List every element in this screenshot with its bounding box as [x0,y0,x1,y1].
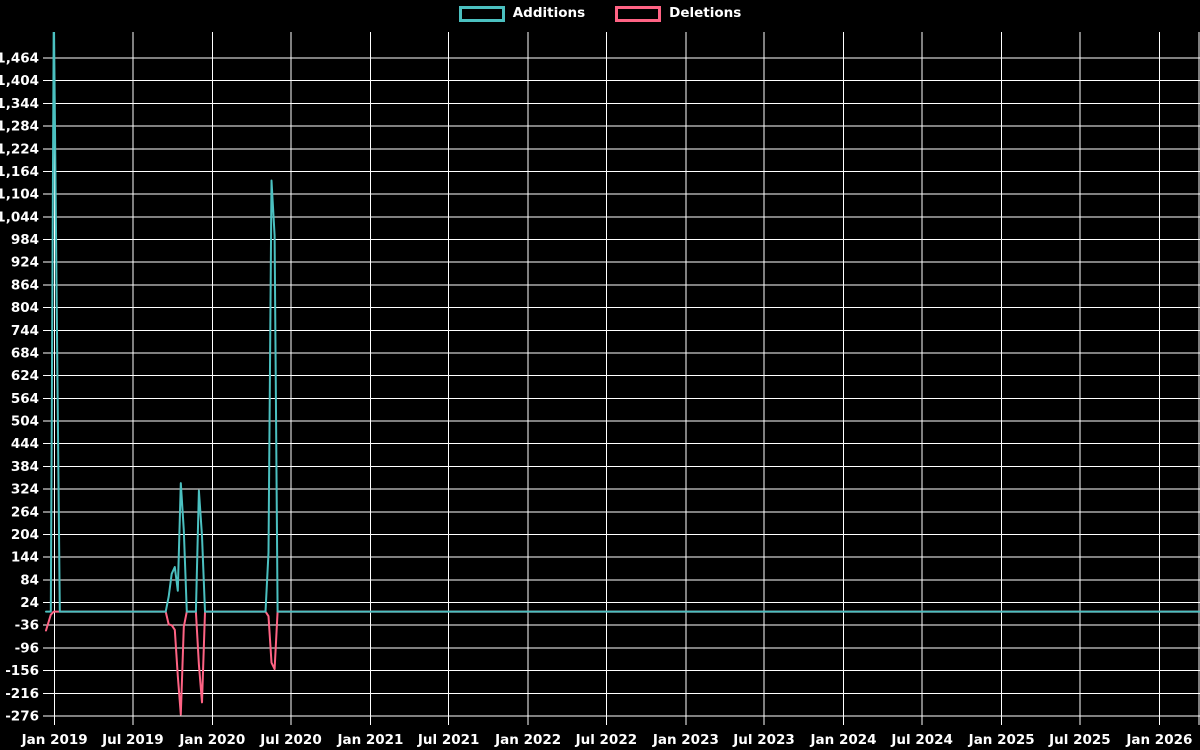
svg-text:204: 204 [11,527,39,543]
svg-text:564: 564 [11,391,39,407]
svg-text:804: 804 [11,300,39,316]
svg-text:924: 924 [11,255,39,271]
legend-item-additions[interactable]: Additions [458,5,586,22]
svg-text:Jan 2020: Jan 2020 [178,732,245,748]
legend-label-additions: Additions [512,5,586,22]
svg-text:864: 864 [11,277,39,293]
svg-text:Jan 2024: Jan 2024 [810,732,877,748]
svg-text:984: 984 [11,232,39,248]
svg-text:Jul 2020: Jul 2020 [259,732,322,748]
svg-text:-96: -96 [15,640,39,656]
svg-text:Jan 2023: Jan 2023 [652,732,719,748]
chart-legend: Additions Deletions [0,6,1200,22]
svg-text:Jan 2026: Jan 2026 [1125,732,1192,748]
deletions-swatch-icon [615,6,662,22]
svg-text:624: 624 [11,368,39,384]
svg-text:1,164: 1,164 [0,164,39,180]
svg-text:Jul 2022: Jul 2022 [575,732,638,748]
svg-text:Jul 2025: Jul 2025 [1048,732,1111,748]
svg-text:24: 24 [20,595,39,611]
svg-text:1,344: 1,344 [0,96,39,112]
legend-label-deletions: Deletions [669,5,742,22]
svg-text:744: 744 [11,323,39,339]
svg-text:1,104: 1,104 [0,187,39,203]
svg-text:-276: -276 [5,709,39,725]
svg-text:-216: -216 [5,686,39,702]
svg-text:264: 264 [11,504,39,520]
svg-text:-156: -156 [5,663,39,679]
legend-item-deletions[interactable]: Deletions [615,6,741,22]
svg-text:384: 384 [11,459,39,475]
svg-text:1,224: 1,224 [0,141,39,157]
svg-text:Jan 2022: Jan 2022 [494,732,561,748]
svg-text:144: 144 [11,550,39,566]
additions-swatch-icon [458,6,505,22]
svg-text:Jul 2019: Jul 2019 [101,732,164,748]
svg-text:684: 684 [11,345,39,361]
svg-text:1,044: 1,044 [0,209,39,225]
svg-text:Jul 2024: Jul 2024 [890,732,953,748]
svg-text:-36: -36 [15,618,39,634]
svg-text:1,404: 1,404 [0,73,39,89]
svg-text:Jan 2019: Jan 2019 [21,732,88,748]
svg-text:Jan 2021: Jan 2021 [336,732,403,748]
svg-text:444: 444 [11,436,39,452]
svg-text:324: 324 [11,482,39,498]
svg-text:Jan 2025: Jan 2025 [968,732,1035,748]
svg-text:1,464: 1,464 [0,51,39,67]
svg-text:Jul 2021: Jul 2021 [417,732,480,748]
svg-text:1,284: 1,284 [0,119,39,135]
svg-text:Jul 2023: Jul 2023 [732,732,795,748]
svg-text:84: 84 [20,572,39,588]
svg-text:504: 504 [11,414,39,430]
